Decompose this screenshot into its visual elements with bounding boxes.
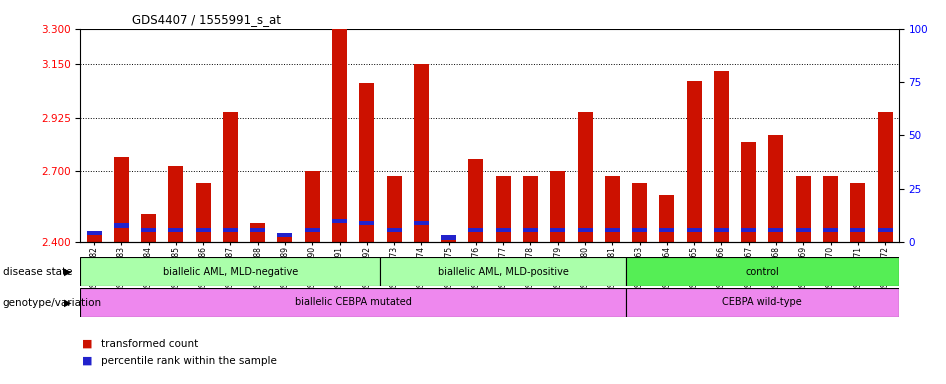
Bar — [359, 83, 375, 242]
Bar — [387, 228, 402, 232]
Bar — [332, 24, 347, 242]
Bar — [277, 233, 292, 237]
Bar — [714, 71, 729, 242]
Bar — [496, 228, 511, 232]
Bar — [823, 228, 838, 232]
Bar — [604, 228, 620, 232]
Bar — [626, 257, 899, 286]
Bar — [604, 175, 620, 242]
Bar — [741, 228, 756, 232]
Bar — [523, 228, 538, 232]
Bar — [114, 157, 129, 242]
Bar — [796, 228, 811, 232]
Bar — [80, 257, 380, 286]
Bar — [659, 195, 674, 242]
Bar — [413, 221, 429, 225]
Text: biallelic AML, MLD-positive: biallelic AML, MLD-positive — [438, 266, 569, 277]
Bar — [86, 232, 101, 242]
Bar — [878, 112, 893, 242]
Text: genotype/variation: genotype/variation — [3, 298, 102, 308]
Bar — [523, 175, 538, 242]
Bar — [659, 228, 674, 232]
Text: biallelic CEBPA mutated: biallelic CEBPA mutated — [295, 297, 412, 308]
Bar — [387, 175, 402, 242]
Bar — [168, 228, 184, 232]
Text: CEBPA wild-type: CEBPA wild-type — [723, 297, 802, 308]
Bar — [632, 183, 647, 242]
Bar — [687, 81, 702, 242]
Text: ■: ■ — [82, 356, 93, 366]
Bar — [413, 64, 429, 242]
Bar — [850, 228, 866, 232]
Bar — [223, 228, 238, 232]
Bar — [359, 221, 375, 225]
Bar — [305, 171, 320, 242]
Bar — [250, 223, 265, 242]
Bar — [141, 214, 156, 242]
Bar — [441, 235, 456, 240]
Text: biallelic AML, MLD-negative: biallelic AML, MLD-negative — [163, 266, 298, 277]
Bar — [305, 228, 320, 232]
Bar — [687, 228, 702, 232]
Bar — [80, 288, 626, 317]
Text: GDS4407 / 1555991_s_at: GDS4407 / 1555991_s_at — [132, 13, 282, 26]
Bar — [551, 171, 566, 242]
Bar — [141, 228, 156, 232]
Bar — [741, 142, 756, 242]
Bar — [168, 166, 184, 242]
Bar — [496, 175, 511, 242]
Bar — [577, 228, 592, 232]
Bar — [551, 228, 566, 232]
Bar — [632, 228, 647, 232]
Bar — [850, 183, 866, 242]
Bar — [223, 112, 238, 242]
Bar — [577, 112, 592, 242]
Bar — [441, 237, 456, 242]
Bar — [768, 135, 783, 242]
Bar — [86, 230, 101, 235]
Bar — [380, 257, 626, 286]
Bar — [468, 159, 483, 242]
Bar — [796, 175, 811, 242]
Text: ▶: ▶ — [64, 267, 72, 277]
Text: percentile rank within the sample: percentile rank within the sample — [101, 356, 277, 366]
Bar — [196, 183, 211, 242]
Text: control: control — [745, 266, 780, 277]
Text: disease state: disease state — [3, 267, 72, 277]
Bar — [626, 288, 899, 317]
Bar — [332, 219, 347, 223]
Bar — [196, 228, 211, 232]
Bar — [878, 228, 893, 232]
Bar — [768, 228, 783, 232]
Text: ■: ■ — [82, 339, 93, 349]
Bar — [114, 223, 129, 228]
Bar — [250, 228, 265, 232]
Bar — [714, 228, 729, 232]
Text: transformed count: transformed count — [101, 339, 199, 349]
Bar — [277, 235, 292, 242]
Bar — [468, 228, 483, 232]
Text: ▶: ▶ — [64, 298, 72, 308]
Bar — [823, 175, 838, 242]
